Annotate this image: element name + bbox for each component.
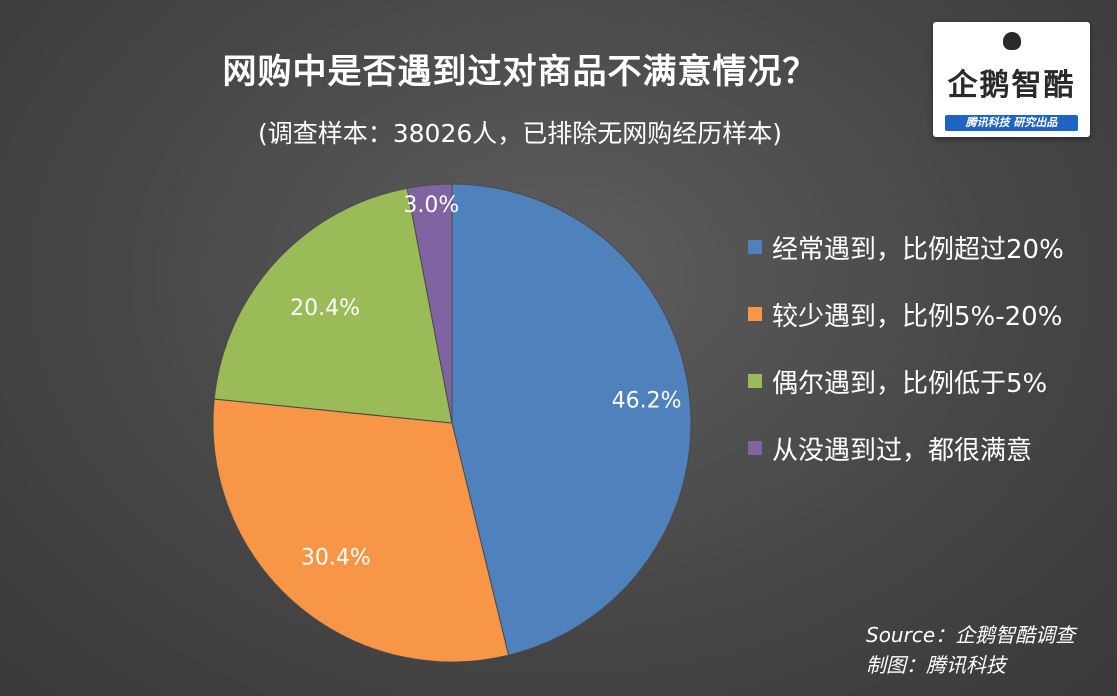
legend-swatch [748,441,762,455]
data-label: 20.4% [290,296,360,321]
legend-label: 偶尔遇到，比例低于5% [772,368,1048,399]
chart-subtitle: (调查样本：38026人，已排除无网购经历样本) [257,119,783,148]
legend-label: 从没遇到过，都很满意 [772,435,1033,466]
pie-slice [213,187,453,424]
source-note: Source：企鹅智酷调查 制图：腾讯科技 [866,620,1075,680]
legend-label: 较少遇到，比例5%-20% [772,301,1063,332]
pie-slice [212,398,510,663]
logo: 企鹅智酷 腾讯科技 研究出品 [933,22,1090,137]
data-label: 3.0% [403,193,459,218]
data-label: 46.2% [612,389,682,414]
pie-slice [406,183,453,424]
legend-swatch [748,307,762,321]
logo-text: 企鹅智酷 [947,68,1076,103]
legend-item: 较少遇到，比例5%-20% [748,295,1064,333]
legend-swatch [748,240,762,254]
legend-label: 经常遇到，比例超过20% [772,234,1064,265]
credit-line: 制图：腾讯科技 [866,653,1006,677]
source-line: Source：企鹅智酷调查 [866,623,1076,647]
legend-item: 经常遇到，比例超过20% [748,228,1064,266]
logo-tagline: 腾讯科技 研究出品 [945,115,1078,131]
legend-item: 从没遇到过，都很满意 [748,429,1064,467]
penguin-icon [1003,32,1021,50]
legend-swatch [748,374,762,388]
legend-item: 偶尔遇到，比例低于5% [748,362,1064,400]
data-label: 30.4% [301,545,371,570]
pie-slice [451,183,692,656]
chart-title: 网购中是否遇到过对商品不满意情况？ [222,52,818,92]
legend: 经常遇到，比例超过20% 较少遇到，比例5%-20% 偶尔遇到，比例低于5% 从… [748,228,1064,496]
